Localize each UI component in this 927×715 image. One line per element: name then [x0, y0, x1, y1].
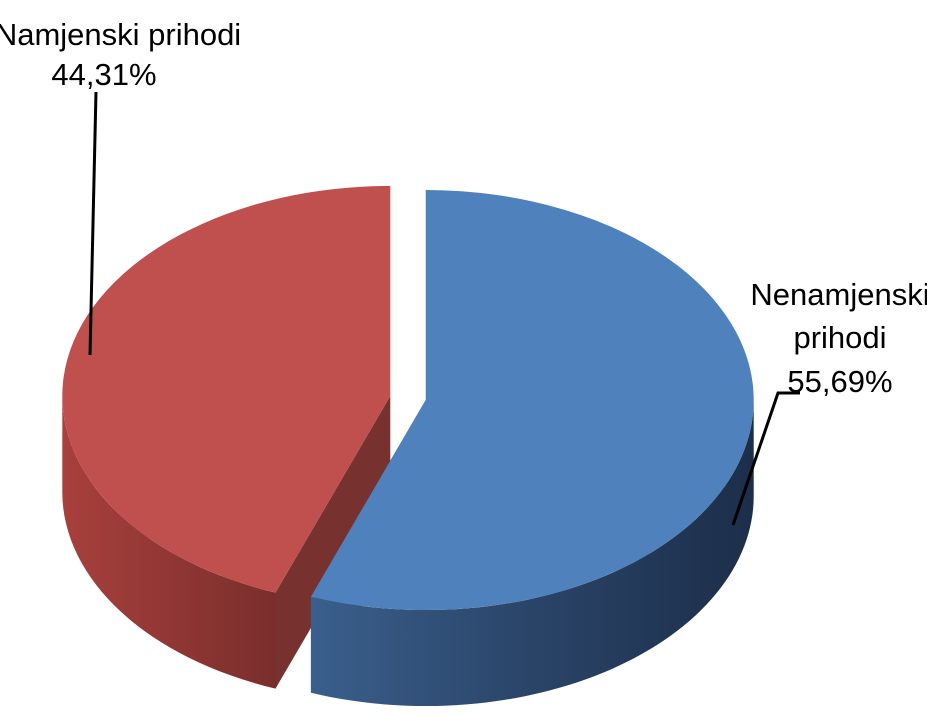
- leader-line-red: [88, 91, 98, 356]
- slice-nenamjenski-top: [310, 190, 754, 611]
- label-namjenski-name: Namjenski prihodi: [0, 17, 241, 52]
- label-nenamjenski-name-line2: prihodi: [793, 320, 886, 355]
- slice-nenamjenski-side: [310, 400, 754, 707]
- label-namjenski-value: 44,31%: [51, 57, 156, 92]
- label-nenamjenski-value: 55,69%: [787, 364, 892, 399]
- label-nenamjenski-name-line1: Nenamjenski: [750, 277, 927, 312]
- slice-namjenski-top: [62, 185, 391, 593]
- slice-namjenski-wall-start: [275, 395, 391, 689]
- slice-namjenski-side: [62, 395, 276, 689]
- slice-tops: [62, 185, 754, 611]
- leader-line-blue: [731, 391, 800, 526]
